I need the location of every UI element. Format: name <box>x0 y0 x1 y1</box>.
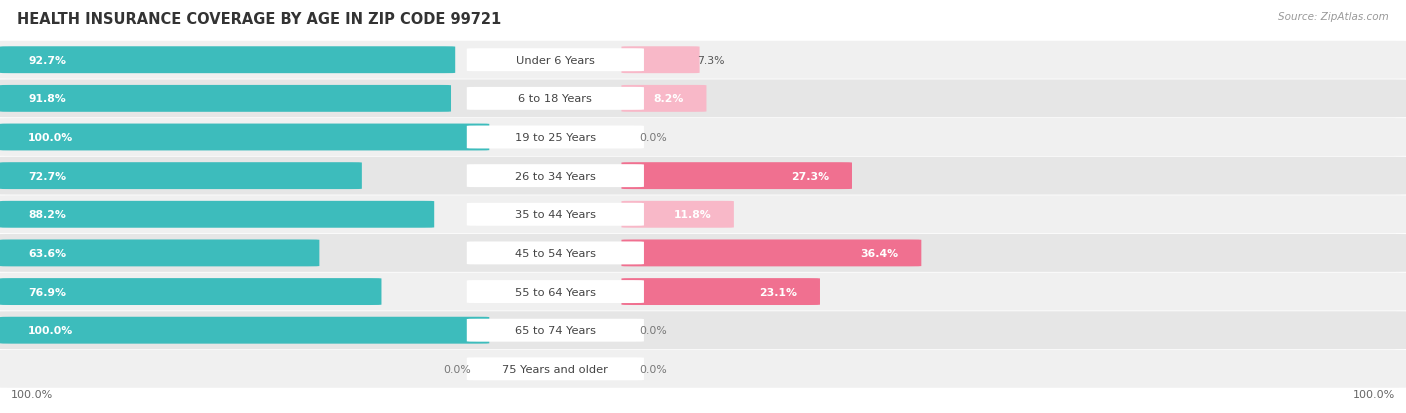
Text: 0.0%: 0.0% <box>640 133 668 142</box>
FancyBboxPatch shape <box>467 165 644 188</box>
FancyBboxPatch shape <box>0 80 1406 118</box>
Text: 72.7%: 72.7% <box>28 171 66 181</box>
Text: Source: ZipAtlas.com: Source: ZipAtlas.com <box>1278 12 1389 22</box>
FancyBboxPatch shape <box>467 203 644 226</box>
Text: 100.0%: 100.0% <box>28 325 73 335</box>
FancyBboxPatch shape <box>0 235 1406 272</box>
FancyBboxPatch shape <box>467 49 644 72</box>
Text: 55 to 64 Years: 55 to 64 Years <box>515 287 596 297</box>
Text: 6 to 18 Years: 6 to 18 Years <box>519 94 592 104</box>
Text: Under 6 Years: Under 6 Years <box>516 56 595 66</box>
FancyBboxPatch shape <box>0 350 1406 388</box>
FancyBboxPatch shape <box>467 88 644 111</box>
FancyBboxPatch shape <box>0 273 1406 311</box>
Text: 27.3%: 27.3% <box>792 171 830 181</box>
Text: HEALTH INSURANCE COVERAGE BY AGE IN ZIP CODE 99721: HEALTH INSURANCE COVERAGE BY AGE IN ZIP … <box>17 12 501 27</box>
FancyBboxPatch shape <box>0 163 361 190</box>
Text: 36.4%: 36.4% <box>860 248 898 258</box>
FancyBboxPatch shape <box>621 202 734 228</box>
Text: 75 Years and older: 75 Years and older <box>502 364 609 374</box>
Text: 45 to 54 Years: 45 to 54 Years <box>515 248 596 258</box>
FancyBboxPatch shape <box>0 240 319 267</box>
FancyBboxPatch shape <box>467 319 644 342</box>
FancyBboxPatch shape <box>0 124 489 151</box>
FancyBboxPatch shape <box>0 42 1406 79</box>
FancyBboxPatch shape <box>621 47 700 74</box>
FancyBboxPatch shape <box>621 86 706 112</box>
FancyBboxPatch shape <box>467 358 644 380</box>
FancyBboxPatch shape <box>0 157 1406 195</box>
Text: 19 to 25 Years: 19 to 25 Years <box>515 133 596 142</box>
FancyBboxPatch shape <box>621 163 852 190</box>
Text: 65 to 74 Years: 65 to 74 Years <box>515 325 596 335</box>
FancyBboxPatch shape <box>621 278 820 305</box>
Text: 8.2%: 8.2% <box>654 94 683 104</box>
FancyBboxPatch shape <box>0 196 1406 234</box>
FancyBboxPatch shape <box>0 86 451 112</box>
Text: 63.6%: 63.6% <box>28 248 66 258</box>
FancyBboxPatch shape <box>0 317 489 344</box>
Text: 23.1%: 23.1% <box>759 287 797 297</box>
Text: 100.0%: 100.0% <box>28 133 73 142</box>
Text: 7.3%: 7.3% <box>697 56 724 66</box>
Text: 0.0%: 0.0% <box>640 364 668 374</box>
Text: 100.0%: 100.0% <box>1353 389 1395 399</box>
FancyBboxPatch shape <box>0 119 1406 157</box>
FancyBboxPatch shape <box>467 242 644 265</box>
Text: 11.8%: 11.8% <box>673 210 711 220</box>
Text: 0.0%: 0.0% <box>443 364 471 374</box>
FancyBboxPatch shape <box>467 280 644 303</box>
Text: 26 to 34 Years: 26 to 34 Years <box>515 171 596 181</box>
FancyBboxPatch shape <box>467 126 644 149</box>
Text: 88.2%: 88.2% <box>28 210 66 220</box>
FancyBboxPatch shape <box>0 278 381 305</box>
Text: 0.0%: 0.0% <box>640 325 668 335</box>
Text: 100.0%: 100.0% <box>11 389 53 399</box>
FancyBboxPatch shape <box>0 47 456 74</box>
Text: 76.9%: 76.9% <box>28 287 66 297</box>
Text: 35 to 44 Years: 35 to 44 Years <box>515 210 596 220</box>
Text: 91.8%: 91.8% <box>28 94 66 104</box>
Text: 92.7%: 92.7% <box>28 56 66 66</box>
FancyBboxPatch shape <box>0 202 434 228</box>
FancyBboxPatch shape <box>0 311 1406 349</box>
FancyBboxPatch shape <box>621 240 921 267</box>
